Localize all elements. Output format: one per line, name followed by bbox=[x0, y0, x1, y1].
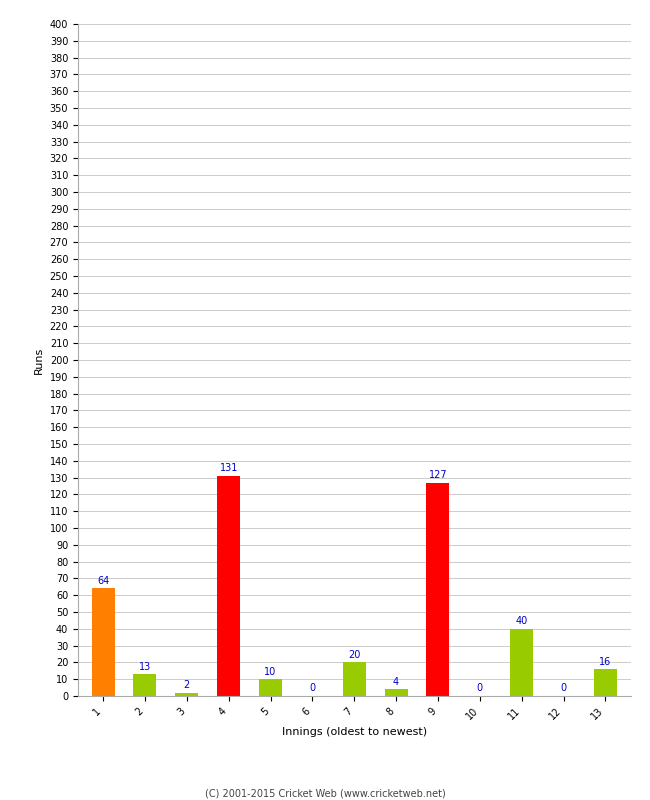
Text: 16: 16 bbox=[599, 657, 612, 666]
Text: 13: 13 bbox=[139, 662, 151, 672]
Text: 127: 127 bbox=[428, 470, 447, 480]
Text: 2: 2 bbox=[184, 680, 190, 690]
Text: 4: 4 bbox=[393, 677, 399, 686]
Text: (C) 2001-2015 Cricket Web (www.cricketweb.net): (C) 2001-2015 Cricket Web (www.cricketwe… bbox=[205, 788, 445, 798]
Text: 0: 0 bbox=[560, 683, 567, 694]
Text: 20: 20 bbox=[348, 650, 361, 660]
Bar bbox=[217, 476, 240, 696]
Text: 40: 40 bbox=[515, 616, 528, 626]
Text: 64: 64 bbox=[97, 576, 109, 586]
Text: 131: 131 bbox=[220, 463, 238, 474]
X-axis label: Innings (oldest to newest): Innings (oldest to newest) bbox=[281, 727, 427, 737]
Bar bbox=[385, 690, 408, 696]
Bar bbox=[426, 482, 449, 696]
Bar bbox=[259, 679, 282, 696]
Y-axis label: Runs: Runs bbox=[34, 346, 44, 374]
Bar bbox=[510, 629, 533, 696]
Bar bbox=[343, 662, 366, 696]
Bar bbox=[594, 669, 617, 696]
Bar bbox=[92, 589, 114, 696]
Text: 10: 10 bbox=[265, 666, 277, 677]
Bar bbox=[176, 693, 198, 696]
Text: 0: 0 bbox=[476, 683, 483, 694]
Bar bbox=[133, 674, 157, 696]
Text: 0: 0 bbox=[309, 683, 315, 694]
